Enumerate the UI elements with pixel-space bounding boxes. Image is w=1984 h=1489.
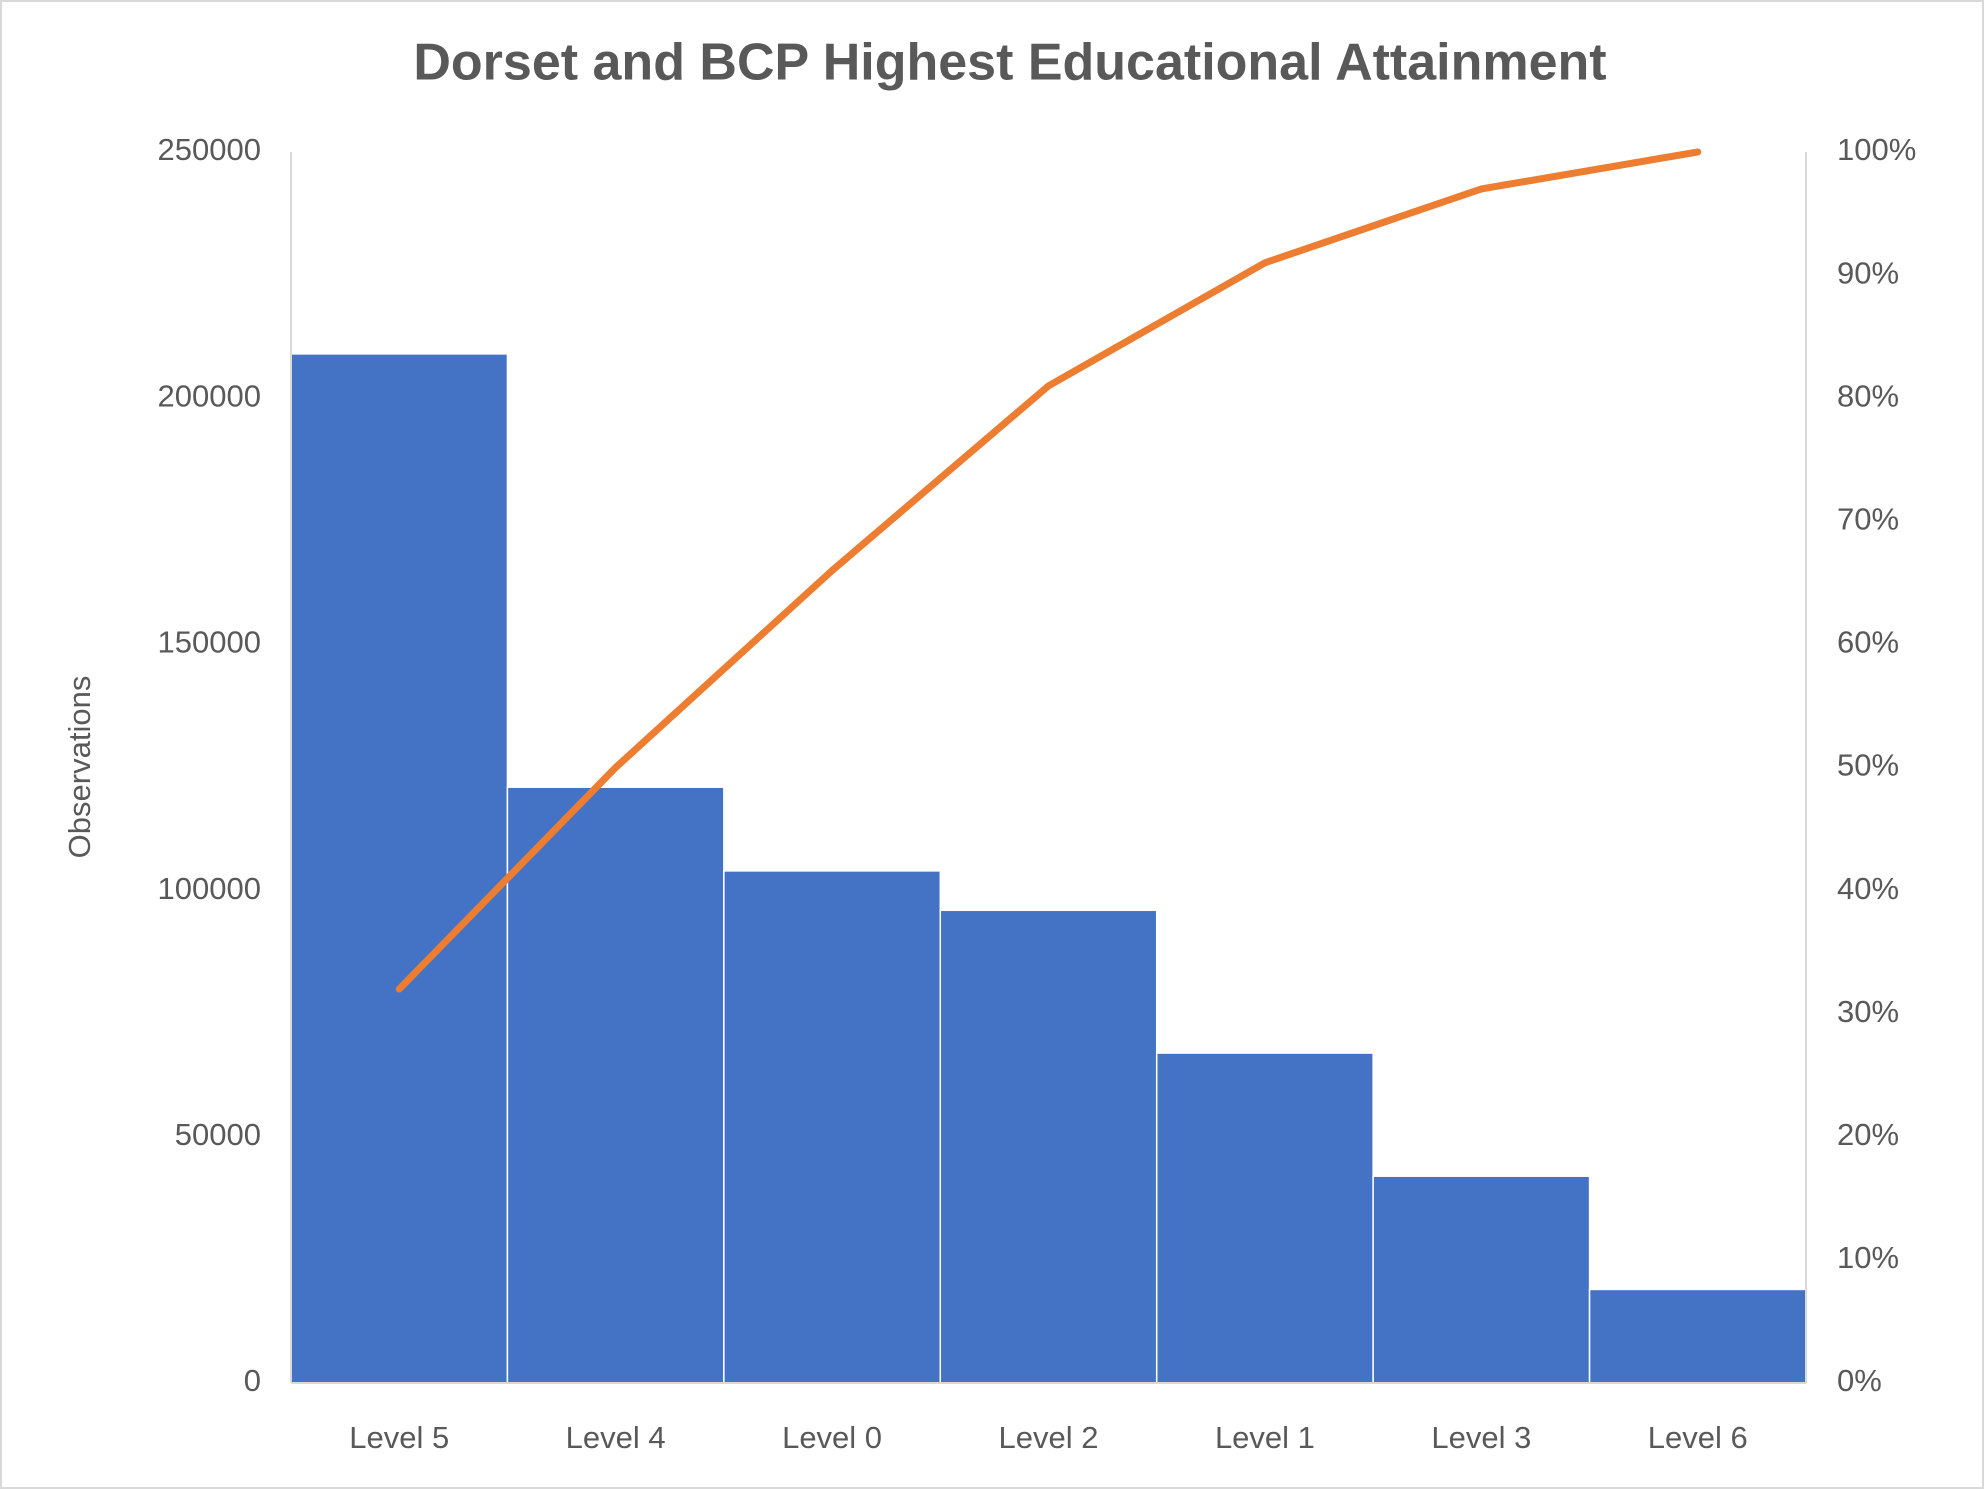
bar: [1588, 1288, 1807, 1384]
bar: [939, 909, 1158, 1384]
x-tick-label: Level 4: [566, 1420, 666, 1455]
bar: [1155, 1052, 1374, 1384]
y-tick-label: 200000: [158, 378, 261, 413]
y-axis-label: Observations: [62, 676, 97, 859]
bar: [723, 870, 942, 1384]
y2-tick-label: 10%: [1837, 1240, 1899, 1275]
y2-tick-label: 60%: [1837, 625, 1899, 660]
y-tick-label: 0: [244, 1363, 261, 1398]
chart-title: Dorset and BCP Highest Educational Attai…: [413, 34, 1606, 92]
x-tick-label: Level 0: [782, 1420, 882, 1455]
y-tick-label: 250000: [158, 132, 261, 167]
y2-tick-label: 30%: [1837, 994, 1899, 1029]
y2-tick-label: 50%: [1837, 748, 1899, 783]
y-tick-label: 50000: [175, 1117, 261, 1152]
bar: [1372, 1175, 1591, 1384]
y2-tick-label: 80%: [1837, 378, 1899, 413]
x-tick-label: Level 3: [1431, 1420, 1531, 1455]
x-tick-label: Level 2: [999, 1420, 1099, 1455]
y2-tick-label: 40%: [1837, 871, 1899, 906]
bar: [506, 786, 725, 1384]
y-tick-label: 100000: [158, 871, 261, 906]
x-tick-label: Level 5: [349, 1420, 449, 1455]
y2-tick-label: 20%: [1837, 1117, 1899, 1152]
x-tick-label: Level 1: [1215, 1420, 1315, 1455]
y2-tick-label: 0%: [1837, 1363, 1882, 1398]
x-tick-label: Level 6: [1648, 1420, 1748, 1455]
y-tick-label: 150000: [158, 625, 261, 660]
y2-tick-label: 70%: [1837, 501, 1899, 536]
bar: [290, 353, 509, 1384]
y2-tick-label: 90%: [1837, 255, 1899, 290]
cumulative-line: [395, 148, 1702, 993]
y2-tick-label: 100%: [1837, 132, 1916, 167]
